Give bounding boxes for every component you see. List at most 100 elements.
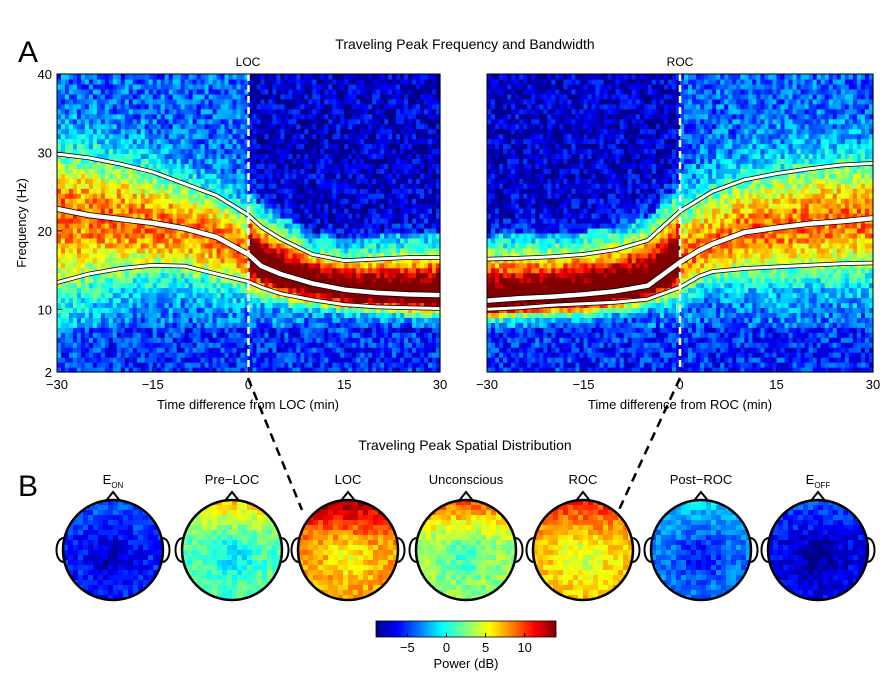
heatmap-cell — [300, 168, 305, 174]
heatmap-cell — [308, 208, 313, 214]
heatmap-cell — [88, 188, 94, 194]
heatmap-cell — [152, 282, 158, 289]
heatmap-cell — [360, 118, 365, 125]
heatmap-cell — [340, 163, 345, 169]
heatmap-cell — [276, 193, 282, 199]
heatmap-cell — [252, 123, 258, 130]
heatmap-cell — [372, 232, 377, 239]
heatmap-cell — [100, 332, 106, 338]
heatmap-cell — [336, 322, 341, 328]
heatmap-cell — [288, 223, 293, 229]
heatmap-cell — [380, 347, 385, 353]
heatmap-cell — [204, 138, 210, 145]
heatmap-cell — [176, 208, 182, 214]
heatmap-cell — [344, 158, 349, 164]
heatmap-cell — [224, 332, 230, 338]
heatmap-cell — [376, 173, 381, 179]
heatmap-cell — [180, 352, 186, 358]
heatmap-cell — [76, 103, 82, 110]
heatmap-cell — [60, 307, 66, 313]
heatmap-cell — [308, 302, 313, 309]
heatmap-cell — [176, 143, 182, 150]
heatmap-cell — [240, 352, 246, 358]
heatmap-cell — [264, 93, 270, 100]
heatmap-cell — [208, 108, 214, 115]
heatmap-cell — [96, 347, 102, 353]
heatmap-cell — [84, 158, 90, 164]
heatmap-cell — [128, 322, 134, 328]
heatmap-cell — [160, 347, 166, 353]
heatmap-cell — [152, 267, 158, 274]
heatmap-cell — [376, 347, 381, 353]
heatmap-cell — [176, 83, 182, 90]
heatmap-cell — [240, 83, 246, 90]
heatmap-cell — [84, 297, 90, 304]
heatmap-cell — [184, 163, 190, 169]
heatmap-cell — [300, 213, 305, 219]
heatmap-cell — [352, 163, 357, 169]
heatmap-cell — [124, 317, 130, 323]
heatmap-cell — [200, 302, 206, 309]
heatmap-cell — [328, 118, 333, 125]
heatmap-cell — [164, 352, 170, 358]
heatmap-cell — [348, 178, 353, 184]
heatmap-cell — [356, 312, 361, 318]
heatmap-cell — [296, 232, 301, 239]
heatmap-cell — [104, 218, 110, 224]
heatmap-cell — [224, 287, 230, 294]
heatmap-cell — [272, 262, 278, 269]
heatmap-cell — [336, 108, 341, 115]
heatmap-cell — [108, 143, 114, 150]
heatmap-cell — [252, 118, 258, 125]
heatmap-cell — [108, 223, 114, 229]
heatmap-cell — [220, 297, 226, 304]
heatmap-cell — [160, 302, 166, 309]
heatmap-cell — [384, 128, 389, 135]
heatmap-cell — [188, 213, 194, 219]
heatmap-cell — [304, 267, 309, 274]
heatmap-cell — [200, 168, 206, 174]
heatmap-cell — [76, 312, 82, 318]
heatmap-cell — [100, 153, 106, 160]
heatmap-cell — [376, 277, 381, 284]
heatmap-cell — [104, 347, 110, 353]
heatmap-cell — [304, 74, 309, 80]
heatmap-cell — [348, 307, 353, 313]
heatmap-cell — [88, 342, 94, 348]
heatmap-cell — [312, 337, 317, 343]
heatmap-cell — [204, 302, 210, 309]
heatmap-cell — [104, 118, 110, 125]
heatmap-cell — [340, 208, 345, 214]
heatmap-cell — [216, 367, 222, 373]
heatmap-cell — [80, 188, 86, 194]
heatmap-cell — [372, 297, 377, 304]
heatmap-cell — [68, 158, 74, 164]
heatmap-cell — [228, 173, 234, 179]
heatmap-cell — [316, 322, 321, 328]
heatmap-cell — [376, 208, 381, 214]
heatmap-cell — [68, 357, 74, 363]
heatmap-cell — [216, 163, 222, 169]
heatmap-cell — [148, 342, 154, 348]
heatmap-cell — [320, 237, 325, 244]
heatmap-cell — [140, 118, 146, 125]
heatmap-cell — [360, 133, 365, 140]
heatmap-cell — [192, 307, 198, 313]
heatmap-cell — [224, 302, 230, 309]
heatmap-cell — [184, 123, 190, 130]
heatmap-cell — [368, 232, 373, 239]
heatmap-cell — [76, 148, 82, 155]
heatmap-cell — [172, 193, 178, 199]
heatmap-cell — [336, 242, 341, 249]
heatmap-cell — [140, 322, 146, 328]
heatmap-cell — [240, 223, 246, 229]
heatmap-cell — [380, 203, 385, 209]
heatmap-cell — [220, 208, 226, 214]
heatmap-cell — [372, 123, 377, 130]
heatmap-cell — [136, 208, 142, 214]
heatmap-cell — [252, 352, 258, 358]
heatmap-cell — [104, 352, 110, 358]
heatmap-cell — [228, 128, 234, 135]
heatmap-cell — [216, 223, 222, 229]
heatmap-cell — [304, 312, 309, 318]
